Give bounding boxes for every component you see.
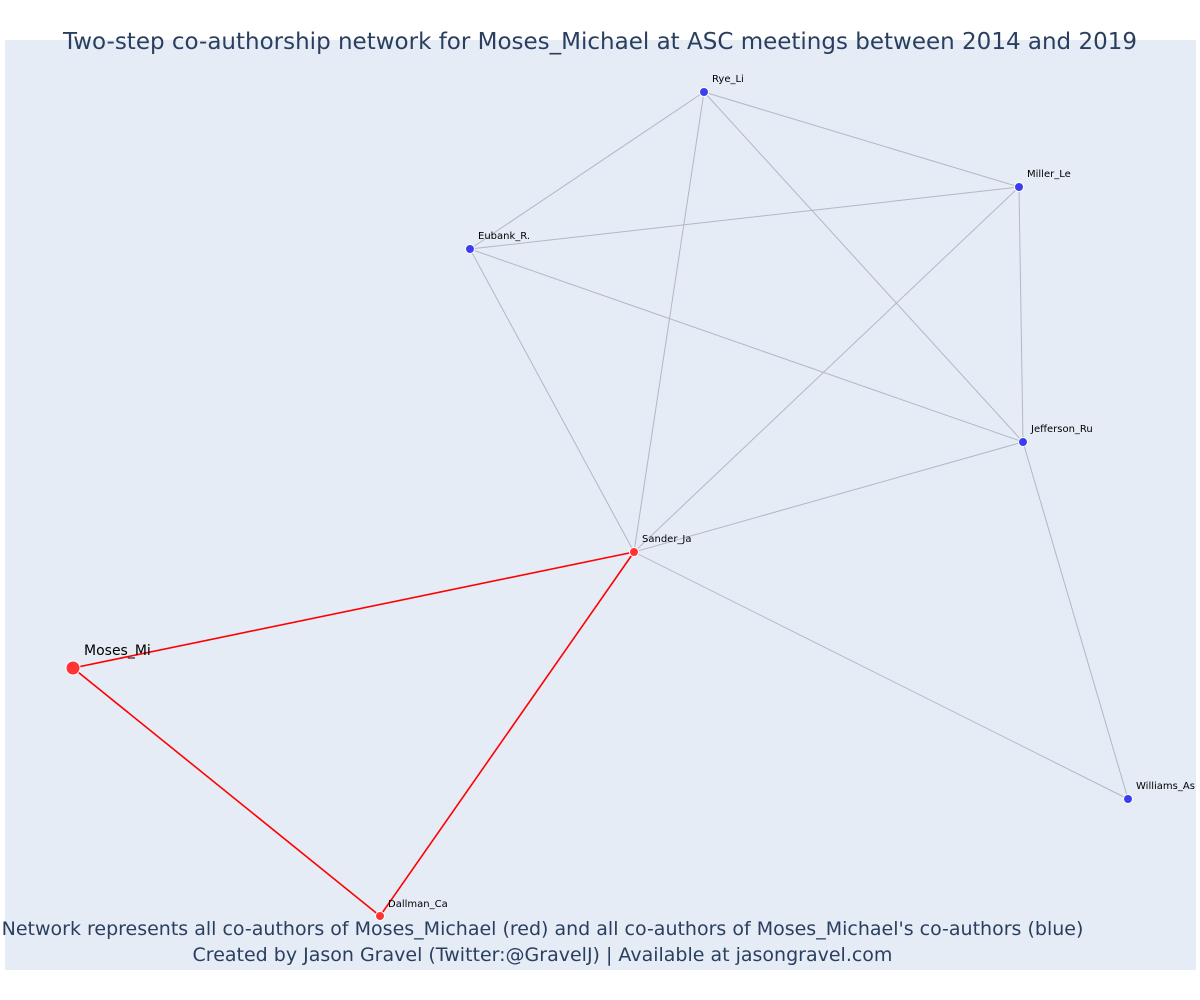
edge-sander-dallman (379, 551, 635, 917)
node-label-williams: Williams_As (1136, 781, 1195, 792)
edge-miller-sander (633, 186, 1020, 553)
edge-jefferson-sander (633, 441, 1024, 553)
edge-moses-sander (72, 551, 635, 669)
edge-jefferson-williams (1022, 441, 1129, 800)
label-layer: Moses_Mi Sander_Ja Dallman_Ca Rye_Li Miller_… (84, 74, 1195, 910)
node-sander[interactable] (629, 547, 639, 557)
edge-moses-dallman (72, 667, 381, 917)
node-label-eubank: Eubank_R. (478, 231, 530, 242)
node-label-moses: Moses_Mi (84, 643, 151, 659)
node-miller[interactable] (1014, 182, 1024, 192)
caption-line-2: Created by Jason Gravel (Twitter:@Gravel… (192, 944, 893, 966)
edge-eubank-jefferson (469, 248, 1024, 443)
node-label-jefferson: Jefferson_Ru (1030, 424, 1093, 435)
edge-layer (72, 91, 1129, 917)
node-label-sander: Sander_Ja (642, 534, 692, 545)
node-label-dallman: Dallman_Ca (388, 899, 448, 910)
node-williams[interactable] (1123, 794, 1133, 804)
edge-miller-jefferson (1018, 186, 1024, 443)
node-jefferson[interactable] (1018, 437, 1028, 447)
caption-line-1: Network represents all co-authors of Mos… (1, 918, 1084, 940)
edge-eubank-miller (469, 186, 1020, 250)
node-label-miller: Miller_Le (1027, 169, 1071, 180)
node-layer (65, 87, 1133, 921)
node-dallman[interactable] (375, 911, 385, 921)
edge-sander-williams (633, 551, 1129, 800)
node-rye[interactable] (699, 87, 709, 97)
edge-eubank-sander (469, 248, 635, 553)
network-plot-area (5, 40, 1196, 970)
edge-rye-sander (633, 91, 705, 553)
edge-rye-eubank (469, 91, 705, 250)
node-eubank[interactable] (465, 244, 475, 254)
node-label-rye: Rye_Li (712, 74, 744, 85)
edge-rye-miller (703, 91, 1020, 188)
node-moses[interactable] (65, 660, 81, 676)
page-title: Two-step co-authorship network for Moses… (62, 29, 1138, 55)
edge-rye-jefferson (703, 91, 1024, 443)
